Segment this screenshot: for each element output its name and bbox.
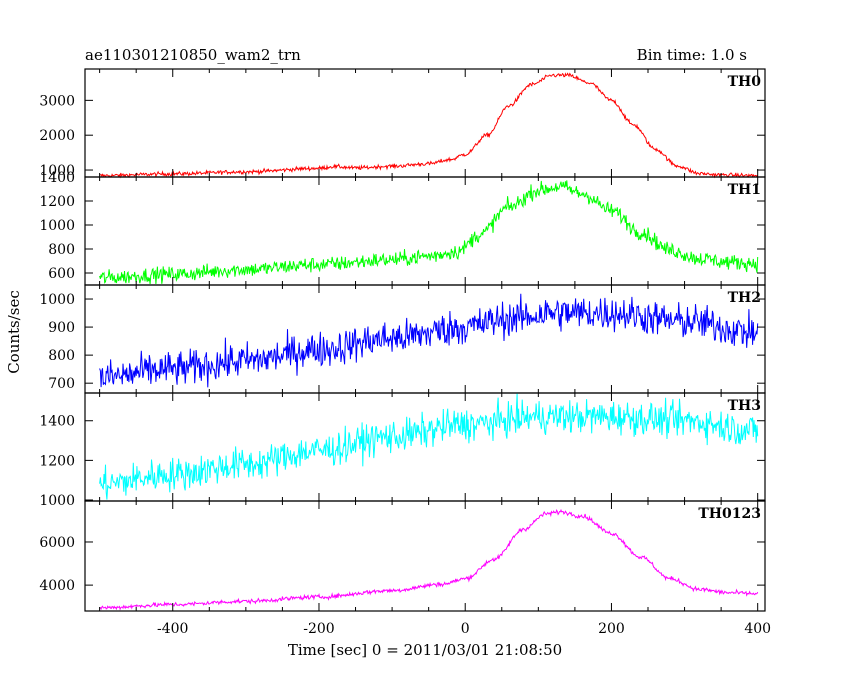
y-tick-label: 900 (48, 320, 75, 336)
panel-frame-th2 (84, 284, 766, 394)
x-axis-label: Time [sec] 0 = 2011/03/01 21:08:50 (288, 641, 562, 659)
y-tick-label: 1200 (39, 194, 75, 210)
series-line-th1 (99, 180, 759, 285)
bin-time-label: Bin time: 1.0 s (637, 46, 747, 64)
y-tick-label: 6000 (39, 535, 75, 551)
y-tick-label: 1400 (39, 414, 75, 430)
y-tick-label: 1000 (39, 218, 75, 234)
y-tick-label: 1200 (39, 453, 75, 469)
y-tick-label: 600 (48, 266, 75, 282)
y-axis-label: Counts/sec (5, 290, 23, 374)
y-tick-label: 4000 (39, 578, 75, 594)
panel-frame-th1 (84, 176, 766, 286)
series-line-th2 (99, 293, 759, 388)
y-tick-label: 3000 (39, 93, 75, 109)
panel-label-th0123: TH0123 (698, 506, 761, 522)
y-tick-label: 1000 (39, 493, 75, 509)
panels-group: 100020003000TH0600800100012001400TH17008… (39, 68, 771, 637)
x-tick-label: -200 (303, 621, 334, 637)
x-tick-label: -400 (157, 621, 188, 637)
x-tick-label: 0 (461, 621, 470, 637)
chart-title: ae110301210850_wam2_trn (85, 46, 301, 64)
y-tick-label: 800 (48, 348, 75, 364)
x-tick-label: 200 (598, 621, 625, 637)
y-tick-label: 800 (48, 242, 75, 258)
panel-label-th2: TH2 (728, 290, 761, 306)
panel-label-th1: TH1 (728, 182, 761, 198)
series-line-th0123 (99, 508, 759, 611)
panel-label-th3: TH3 (728, 398, 761, 414)
panel-frame-th0 (84, 68, 766, 178)
series-line-th0 (99, 72, 759, 179)
y-tick-label: 1000 (39, 163, 75, 179)
panel-label-th0: TH0 (728, 74, 762, 90)
y-tick-label: 2000 (39, 128, 75, 144)
y-tick-label: 1000 (39, 292, 75, 308)
panel-frame-th0123 (84, 500, 766, 612)
series-line-th3 (99, 393, 759, 500)
x-tick-label: 400 (744, 621, 771, 637)
y-tick-label: 700 (48, 376, 75, 392)
y-tick-label: 1400 (39, 170, 75, 186)
panel-frame-th3 (84, 392, 766, 502)
